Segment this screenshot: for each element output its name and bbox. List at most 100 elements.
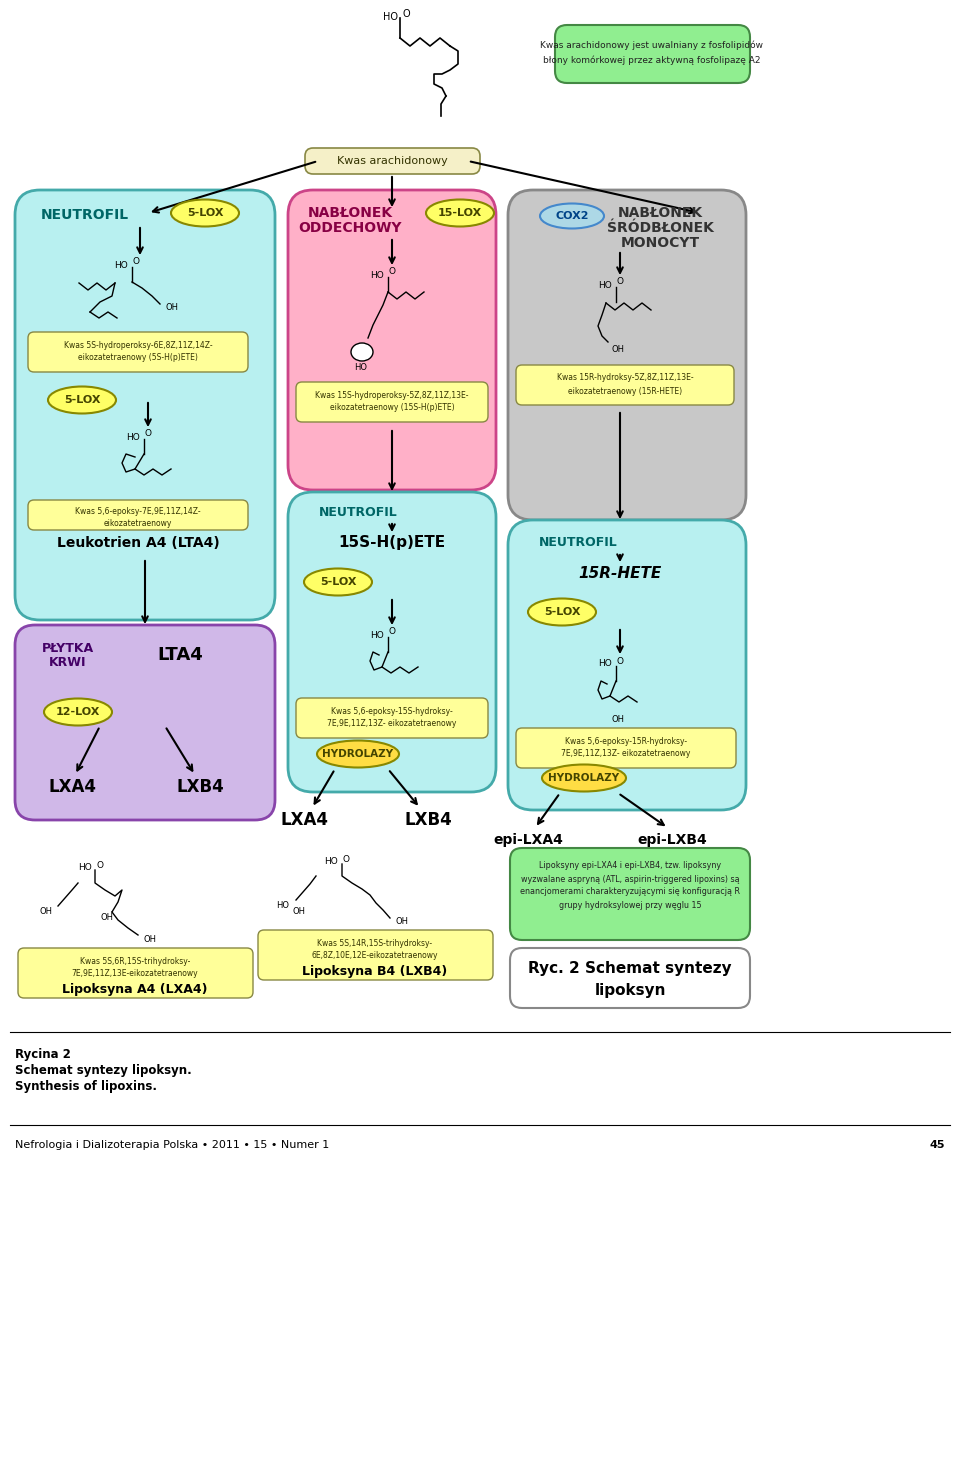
Text: NEUTROFIL: NEUTROFIL bbox=[41, 208, 129, 222]
Text: 5-LOX: 5-LOX bbox=[63, 395, 100, 405]
Text: ODDECHOWY: ODDECHOWY bbox=[299, 221, 401, 235]
Text: LXB4: LXB4 bbox=[404, 811, 452, 829]
Text: 7E,9E,11Z,13Z- eikozatetraenowy: 7E,9E,11Z,13Z- eikozatetraenowy bbox=[327, 719, 457, 728]
Text: Synthesis of lipoxins.: Synthesis of lipoxins. bbox=[15, 1080, 157, 1094]
Text: 12-LOX: 12-LOX bbox=[56, 708, 100, 716]
Text: NABŁONEK: NABŁONEK bbox=[617, 206, 703, 219]
Text: OH: OH bbox=[611, 715, 624, 725]
Text: Kwas 5,6-epoksy-15S-hydroksy-: Kwas 5,6-epoksy-15S-hydroksy- bbox=[331, 706, 453, 715]
Text: HO: HO bbox=[371, 630, 384, 639]
Ellipse shape bbox=[304, 569, 372, 595]
Text: O: O bbox=[97, 861, 104, 870]
Text: OH: OH bbox=[101, 912, 113, 921]
Text: Nefrologia i Dializoterapia Polska • 2011 • 15 • Numer 1: Nefrologia i Dializoterapia Polska • 201… bbox=[15, 1140, 329, 1151]
Text: Kwas 5S,6R,15S-trihydroksy-: Kwas 5S,6R,15S-trihydroksy- bbox=[80, 958, 190, 966]
FancyBboxPatch shape bbox=[510, 848, 750, 940]
Text: eikozatetraenowy: eikozatetraenowy bbox=[104, 519, 172, 528]
Text: O: O bbox=[402, 9, 410, 19]
Text: HO: HO bbox=[276, 902, 289, 911]
Text: Kwas 5,6-epoksy-7E,9E,11Z,14Z-: Kwas 5,6-epoksy-7E,9E,11Z,14Z- bbox=[75, 507, 201, 516]
FancyBboxPatch shape bbox=[508, 520, 746, 810]
Text: HYDROLAZY: HYDROLAZY bbox=[323, 749, 394, 759]
Text: LXA4: LXA4 bbox=[281, 811, 329, 829]
Text: Kwas 15R-hydroksy-5Z,8Z,11Z,13E-: Kwas 15R-hydroksy-5Z,8Z,11Z,13E- bbox=[557, 373, 693, 383]
Ellipse shape bbox=[317, 740, 399, 768]
Text: Rycina 2: Rycina 2 bbox=[15, 1048, 71, 1061]
Text: O: O bbox=[616, 656, 623, 665]
Text: HO: HO bbox=[354, 364, 367, 373]
Text: 5-LOX: 5-LOX bbox=[187, 208, 224, 218]
Text: LTA4: LTA4 bbox=[157, 646, 203, 664]
FancyBboxPatch shape bbox=[258, 930, 493, 980]
Text: HO: HO bbox=[324, 858, 338, 867]
FancyBboxPatch shape bbox=[288, 493, 496, 792]
Text: OH: OH bbox=[166, 303, 179, 311]
Text: Lipoksyna A4 (LXA4): Lipoksyna A4 (LXA4) bbox=[62, 982, 207, 996]
Text: NEUTROFIL: NEUTROFIL bbox=[319, 506, 397, 519]
Text: eikozatetraenowy (5S-H(p)ETE): eikozatetraenowy (5S-H(p)ETE) bbox=[78, 354, 198, 363]
FancyBboxPatch shape bbox=[296, 382, 488, 423]
Ellipse shape bbox=[426, 199, 494, 227]
Text: OH: OH bbox=[611, 345, 624, 354]
Text: O: O bbox=[343, 854, 349, 864]
FancyBboxPatch shape bbox=[508, 190, 746, 520]
Text: błony komórkowej przez aktywną fosfolipazę A2: błony komórkowej przez aktywną fosfolipa… bbox=[543, 56, 760, 64]
FancyBboxPatch shape bbox=[305, 148, 480, 174]
FancyBboxPatch shape bbox=[516, 728, 736, 768]
FancyBboxPatch shape bbox=[555, 25, 750, 83]
Text: 6E,8Z,10E,12E-eikozatetraenowy: 6E,8Z,10E,12E-eikozatetraenowy bbox=[312, 952, 439, 961]
Text: grupy hydroksylowej przy węglu 15: grupy hydroksylowej przy węglu 15 bbox=[559, 901, 702, 909]
Text: Kwas 15S-hydroperoksy-5Z,8Z,11Z,13E-: Kwas 15S-hydroperoksy-5Z,8Z,11Z,13E- bbox=[315, 390, 468, 399]
FancyBboxPatch shape bbox=[516, 366, 734, 405]
Text: ŚRÓDBŁONEK: ŚRÓDBŁONEK bbox=[607, 221, 713, 235]
Text: lipoksyn: lipoksyn bbox=[594, 982, 665, 997]
Text: HO: HO bbox=[79, 864, 92, 873]
Text: O: O bbox=[132, 257, 139, 266]
Text: Ryc. 2 Schemat syntezy: Ryc. 2 Schemat syntezy bbox=[528, 961, 732, 975]
Text: wyzwalane aspryną (ATL, aspirin-triggered lipoxins) są: wyzwalane aspryną (ATL, aspirin-triggere… bbox=[520, 874, 739, 883]
Text: 7E,9E,11Z,13Z- eikozatetraenowy: 7E,9E,11Z,13Z- eikozatetraenowy bbox=[562, 750, 690, 759]
FancyBboxPatch shape bbox=[288, 190, 496, 490]
Ellipse shape bbox=[171, 199, 239, 227]
FancyBboxPatch shape bbox=[28, 500, 248, 531]
Text: HO: HO bbox=[383, 12, 398, 22]
Text: enancjomerami charakteryzującymi się konfiguracją R: enancjomerami charakteryzującymi się kon… bbox=[520, 887, 740, 896]
Text: HO: HO bbox=[127, 433, 140, 442]
Text: epi-LXB4: epi-LXB4 bbox=[637, 833, 707, 846]
Text: Kwas 5S-hydroperoksy-6E,8Z,11Z,14Z-: Kwas 5S-hydroperoksy-6E,8Z,11Z,14Z- bbox=[63, 341, 212, 349]
Text: OH: OH bbox=[395, 918, 408, 927]
Text: MONOCYT: MONOCYT bbox=[620, 235, 700, 250]
Text: HYDROLAZY: HYDROLAZY bbox=[548, 773, 619, 784]
Text: OH: OH bbox=[39, 906, 52, 915]
Text: Kwas 5,6-epoksy-15R-hydroksy-: Kwas 5,6-epoksy-15R-hydroksy- bbox=[564, 737, 687, 746]
Text: PŁYTKA: PŁYTKA bbox=[42, 642, 94, 655]
FancyBboxPatch shape bbox=[18, 947, 253, 999]
FancyBboxPatch shape bbox=[510, 947, 750, 1007]
Text: 5-LOX: 5-LOX bbox=[320, 577, 356, 588]
Text: HO: HO bbox=[598, 659, 612, 668]
Text: O: O bbox=[389, 627, 396, 636]
Text: Lipoksyna B4 (LXB4): Lipoksyna B4 (LXB4) bbox=[302, 965, 447, 978]
FancyBboxPatch shape bbox=[15, 624, 275, 820]
Text: eikozatetraenowy (15R-HETE): eikozatetraenowy (15R-HETE) bbox=[568, 386, 682, 396]
Text: HO: HO bbox=[114, 260, 128, 269]
Text: OH: OH bbox=[143, 936, 156, 944]
Ellipse shape bbox=[351, 344, 373, 361]
Text: 45: 45 bbox=[929, 1140, 945, 1151]
Text: LXA4: LXA4 bbox=[48, 778, 96, 795]
Text: Schemat syntezy lipoksyn.: Schemat syntezy lipoksyn. bbox=[15, 1064, 192, 1077]
Text: Kwas arachidonowy jest uwalniany z fosfolipidów: Kwas arachidonowy jest uwalniany z fosfo… bbox=[540, 41, 763, 50]
Text: 15S-H(p)ETE: 15S-H(p)ETE bbox=[339, 535, 445, 551]
Ellipse shape bbox=[540, 203, 604, 228]
Text: KRWI: KRWI bbox=[49, 656, 86, 670]
FancyBboxPatch shape bbox=[28, 332, 248, 371]
Text: COX2: COX2 bbox=[555, 211, 588, 221]
Ellipse shape bbox=[528, 598, 596, 626]
Ellipse shape bbox=[48, 386, 116, 414]
Text: 15-LOX: 15-LOX bbox=[438, 208, 482, 218]
Text: HO: HO bbox=[598, 281, 612, 289]
Text: Lipoksyny epi-LXA4 i epi-LXB4, tzw. lipoksyny: Lipoksyny epi-LXA4 i epi-LXB4, tzw. lipo… bbox=[539, 861, 721, 870]
Text: eikozatetraenowy (15S-H(p)ETE): eikozatetraenowy (15S-H(p)ETE) bbox=[329, 404, 454, 412]
Text: OH: OH bbox=[293, 908, 305, 917]
Text: NABŁONEK: NABŁONEK bbox=[307, 206, 393, 219]
